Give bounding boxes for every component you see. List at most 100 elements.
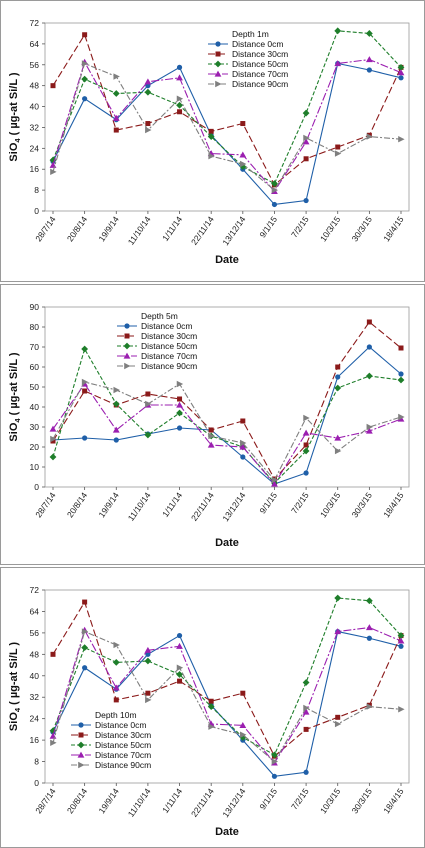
data-point xyxy=(81,345,89,353)
y-tick-label: 8 xyxy=(34,757,39,767)
data-point xyxy=(303,704,310,712)
x-tick-label: 30/3/15 xyxy=(350,214,375,243)
x-tick-label: 7/2/15 xyxy=(289,786,311,811)
data-point xyxy=(303,414,310,422)
data-point xyxy=(302,429,310,436)
data-point xyxy=(365,56,373,63)
y-tick-label: 0 xyxy=(34,778,39,788)
legend-marker xyxy=(78,761,85,769)
y-tick-label: 90 xyxy=(30,302,40,312)
x-tick-label: 9/1/15 xyxy=(257,490,279,515)
data-point xyxy=(240,690,246,696)
y-axis-label-rest: ( µg-at Si/L ) xyxy=(8,642,20,708)
data-point xyxy=(176,101,183,109)
data-point xyxy=(397,632,405,639)
chart-panel-depth-10m: 0 8 16 24 32 40 48 56 64 72 28/7/14 20/8/14 19/9/14 1… xyxy=(0,567,425,848)
x-tick-label: 19/9/14 xyxy=(96,786,121,815)
data-point xyxy=(302,138,310,145)
data-point xyxy=(208,427,214,433)
y-tick-label: 24 xyxy=(30,714,40,724)
legend-marker xyxy=(78,722,84,728)
data-point xyxy=(240,731,247,738)
data-point xyxy=(208,698,214,704)
data-point xyxy=(271,476,279,484)
data-point xyxy=(113,73,120,80)
x-tick-label: 1/11/14 xyxy=(160,490,184,519)
series-line-distance-30cm xyxy=(52,321,402,480)
y-tick-label: 40 xyxy=(30,671,40,681)
x-tick-label: 28/7/14 xyxy=(33,786,58,815)
data-point xyxy=(50,438,56,444)
data-point xyxy=(176,409,183,417)
y-axis-label: SiO4 ( µg-at Si/L ) xyxy=(8,352,22,441)
data-point xyxy=(303,134,310,142)
data-point xyxy=(49,727,57,735)
x-tick-label: 22/11/14 xyxy=(189,786,216,819)
data-point xyxy=(398,135,405,143)
x-axis-label: Date xyxy=(215,826,239,838)
y-tick-label: 50 xyxy=(30,382,40,392)
data-point xyxy=(208,723,215,730)
y-axis-label-main: SiO xyxy=(8,712,20,731)
legend-marker xyxy=(124,323,130,329)
data-point xyxy=(81,378,89,386)
data-point xyxy=(49,425,57,432)
y-tick-label: 40 xyxy=(30,402,40,412)
data-point xyxy=(303,470,309,476)
data-point xyxy=(240,439,247,447)
legend-entry: Distance 90cm xyxy=(141,361,197,371)
x-tick-label: 22/11/14 xyxy=(189,490,216,523)
data-point xyxy=(302,679,310,686)
data-point xyxy=(176,664,184,671)
data-point xyxy=(398,345,404,351)
data-point xyxy=(334,150,342,157)
series-line-distance-70cm xyxy=(52,383,402,485)
series-line-distance-30cm xyxy=(52,600,402,758)
x-tick-label: 19/9/14 xyxy=(96,490,121,519)
data-point xyxy=(113,386,120,394)
data-point xyxy=(334,434,342,441)
y-tick-label: 80 xyxy=(30,322,40,332)
data-point xyxy=(397,376,405,384)
legend-entry: Distance 90cm xyxy=(95,760,151,770)
legend-entry: Distance 0cm xyxy=(141,321,193,331)
x-tick-label: 11/10/14 xyxy=(126,786,153,819)
y-axis-label-sub: 4 xyxy=(13,418,22,423)
y-tick-label: 16 xyxy=(30,735,40,745)
data-point xyxy=(271,480,278,487)
data-point xyxy=(82,599,88,605)
series-line-distance-0cm xyxy=(52,62,402,206)
chart-panel-depth-5m: 0 10 20 30 40 50 60 70 80 90 28/7/14 20/8/14 19/9/14… xyxy=(0,284,425,565)
legend-entry: Distance 70cm xyxy=(141,351,197,361)
x-tick-label: 18/4/15 xyxy=(381,490,406,519)
x-tick-label: 9/1/15 xyxy=(257,786,279,811)
y-tick-label: 40 xyxy=(30,102,40,112)
x-tick-label: 18/4/15 xyxy=(381,786,406,815)
data-point xyxy=(334,447,342,455)
data-point xyxy=(177,109,183,115)
data-point xyxy=(176,632,183,639)
data-point xyxy=(398,706,405,713)
y-axis-label: SiO4 ( µg-at Si/L ) xyxy=(8,72,22,161)
data-point xyxy=(303,197,309,204)
data-point xyxy=(144,88,152,96)
series-line-distance-0cm xyxy=(52,346,402,485)
data-point xyxy=(239,151,247,158)
y-axis-label-sub: 4 xyxy=(13,707,22,712)
data-point xyxy=(50,651,56,657)
legend-entry: Distance 50cm xyxy=(141,341,197,351)
data-point xyxy=(81,75,89,83)
data-point xyxy=(303,726,309,732)
y-tick-label: 60 xyxy=(30,362,40,372)
legend-entry: Distance 0cm xyxy=(95,720,147,730)
x-tick-label: 1/11/14 xyxy=(160,786,184,815)
data-point xyxy=(365,427,373,434)
x-tick-label: 10/3/15 xyxy=(318,214,343,243)
y-axis-label-main: SiO xyxy=(8,142,20,161)
x-tick-label: 10/3/15 xyxy=(318,786,343,815)
data-point xyxy=(271,186,279,194)
series-line-distance-90cm xyxy=(52,630,402,763)
data-point xyxy=(82,435,88,441)
data-point xyxy=(81,644,89,652)
y-tick-label: 56 xyxy=(30,60,40,70)
